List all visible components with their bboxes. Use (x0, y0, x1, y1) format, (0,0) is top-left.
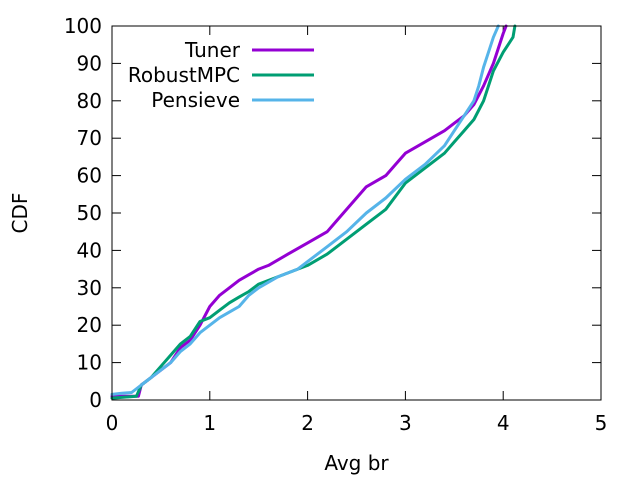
y-axis-label: CDF (8, 193, 32, 234)
y-tick-label: 30 (77, 276, 102, 300)
y-tick-label: 50 (77, 201, 102, 225)
plot-frame (111, 25, 602, 401)
series-layer (110, 24, 517, 400)
y-tick-label: 90 (77, 51, 102, 75)
y-tick-label: 0 (89, 388, 102, 412)
y-tick-label: 10 (77, 351, 102, 375)
x-tick-label: 3 (399, 411, 412, 435)
y-tick-label: 40 (77, 238, 102, 262)
y-tick-label: 20 (77, 313, 102, 337)
x-tick-label: 5 (595, 411, 608, 435)
y-tick-label: 100 (64, 14, 102, 38)
x-tick-label: 4 (497, 411, 510, 435)
legend-label-tuner: Tuner (184, 38, 241, 62)
x-tick-label: 2 (301, 411, 314, 435)
x-tick-label: 0 (106, 411, 119, 435)
x-tick-label: 1 (203, 411, 216, 435)
x-axis-label: Avg br (324, 451, 389, 475)
y-tick-label: 60 (77, 164, 102, 188)
legend-label-pensieve: Pensieve (151, 88, 240, 112)
legend-label-robustmpc: RobustMPC (128, 63, 240, 87)
series-line-pensieve (110, 24, 500, 396)
y-tick-label: 70 (77, 126, 102, 150)
y-tick-label: 80 (77, 89, 102, 113)
